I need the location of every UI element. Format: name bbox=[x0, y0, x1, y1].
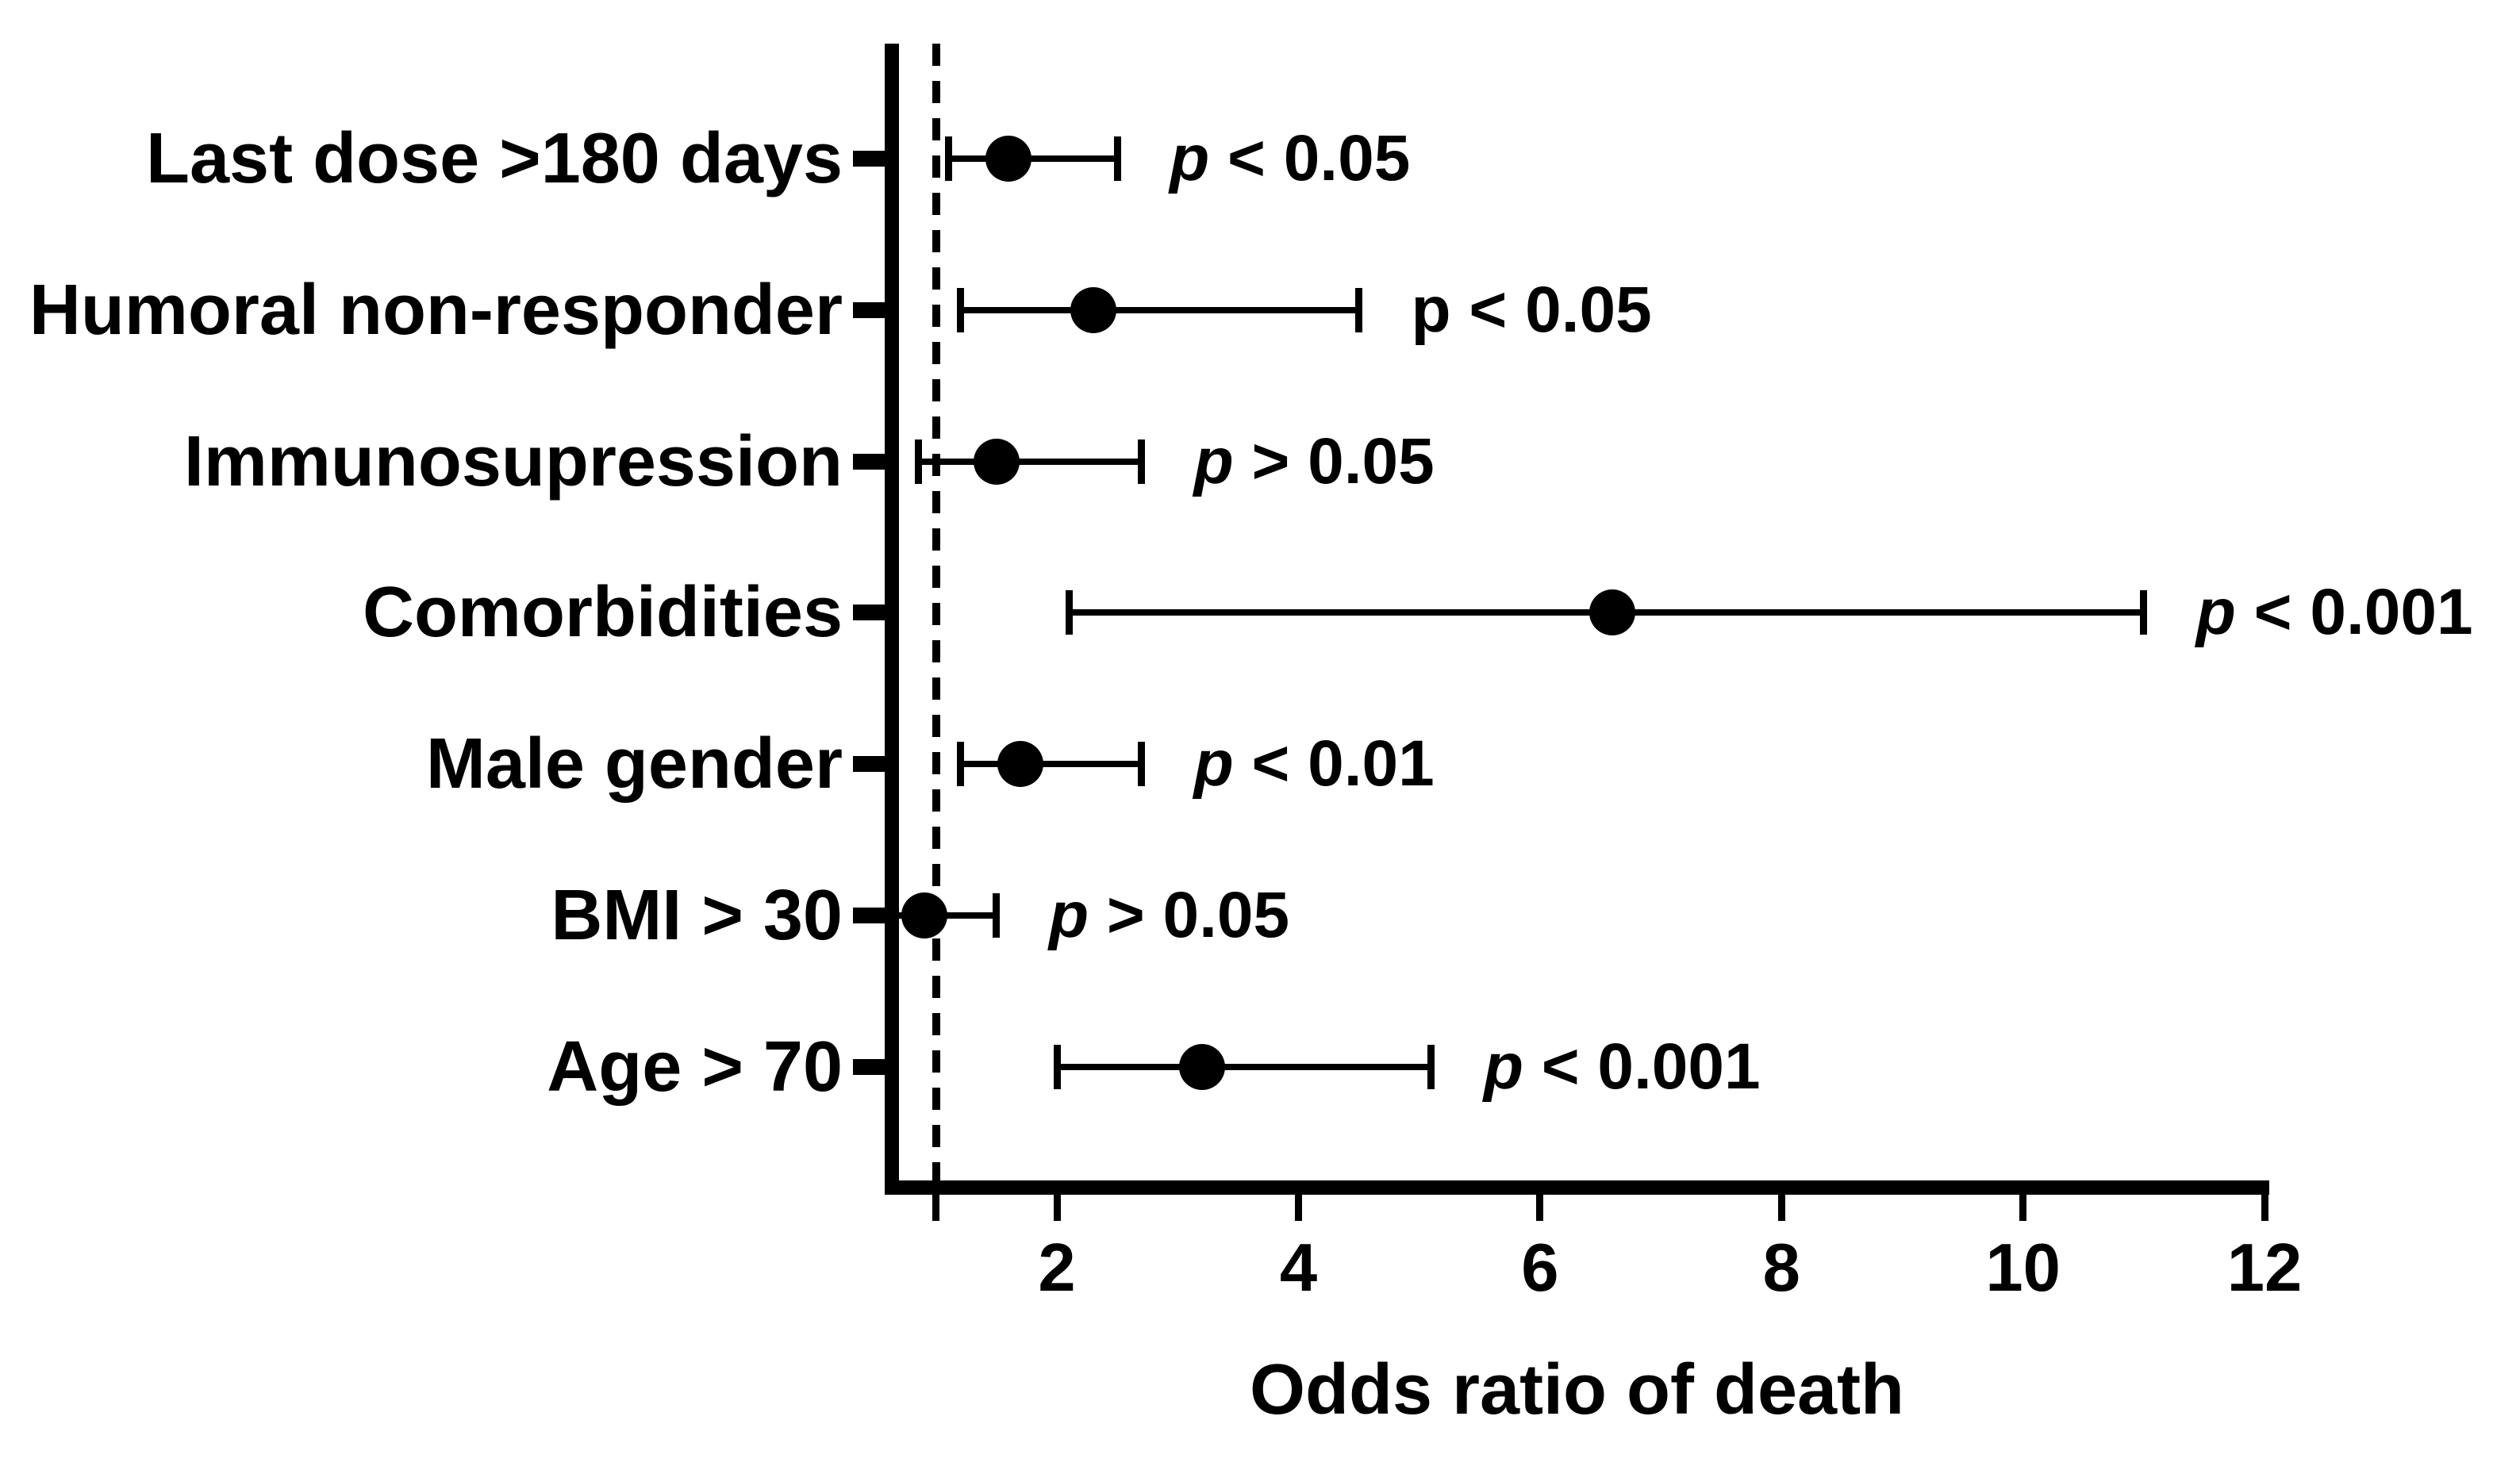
odds-ratio-dot bbox=[1178, 1043, 1225, 1090]
category-label: Male gender bbox=[425, 724, 843, 804]
p-value-label: p < 0.05 bbox=[1411, 273, 1652, 346]
x-tick-label: 6 bbox=[1521, 1230, 1559, 1306]
ci-cap-left bbox=[956, 287, 964, 332]
odds-ratio-dot bbox=[901, 892, 947, 938]
category-label: Last dose >180 days bbox=[146, 119, 843, 198]
ci-cap-left bbox=[944, 136, 952, 181]
x-axis-title: Odds ratio of death bbox=[1249, 1350, 1905, 1430]
ci-cap-right bbox=[993, 893, 1001, 938]
category-tick bbox=[853, 1058, 885, 1075]
ci-cap-left bbox=[914, 439, 922, 484]
p-value-italic-p: p bbox=[1193, 424, 1234, 497]
ci-cap-left bbox=[956, 742, 964, 787]
category-tick bbox=[853, 301, 885, 318]
ci-cap-right bbox=[1427, 1044, 1435, 1089]
odds-ratio-dot bbox=[997, 741, 1044, 788]
ci-cap-left bbox=[1065, 590, 1073, 635]
category-label: Age > 70 bbox=[547, 1027, 843, 1107]
p-value-italic-p: p bbox=[1048, 879, 1089, 951]
category-label: BMI > 30 bbox=[551, 876, 843, 955]
x-tick bbox=[1053, 1195, 1061, 1221]
p-value-label: p < 0.001 bbox=[2195, 576, 2473, 649]
x-tick bbox=[1536, 1195, 1544, 1221]
x-tick bbox=[1777, 1195, 1785, 1221]
x-tick-label: 10 bbox=[1985, 1230, 2061, 1306]
ci-cap-right bbox=[1355, 287, 1363, 332]
ci-cap-right bbox=[1113, 136, 1121, 181]
p-value-label: p > 0.05 bbox=[1193, 424, 1435, 497]
p-value-label: p < 0.01 bbox=[1193, 727, 1435, 800]
x-axis-line bbox=[885, 1180, 2269, 1195]
ci-error-bar bbox=[960, 306, 1359, 313]
category-label: Comorbidities bbox=[362, 573, 843, 653]
ci-error-bar bbox=[948, 155, 1118, 162]
category-label: Immunosupression bbox=[183, 421, 843, 501]
p-value-italic-p: p bbox=[1170, 122, 1210, 194]
p-value-italic-p: p bbox=[1193, 727, 1234, 800]
p-value-label: p < 0.001 bbox=[1483, 1030, 1761, 1103]
x-tick-label: 8 bbox=[1762, 1230, 1800, 1306]
x-tick-label: 2 bbox=[1038, 1230, 1076, 1306]
ci-error-bar bbox=[918, 458, 1142, 465]
x-tick-unlabeled bbox=[932, 1195, 940, 1221]
x-tick-label: 4 bbox=[1279, 1230, 1318, 1306]
odds-ratio-dot bbox=[1589, 589, 1636, 636]
p-value-italic-p: p bbox=[2195, 576, 2236, 649]
category-tick bbox=[853, 756, 885, 773]
p-value-italic-p: p bbox=[1483, 1030, 1523, 1103]
x-tick-label: 12 bbox=[2226, 1230, 2303, 1306]
ci-cap-right bbox=[1138, 742, 1146, 787]
ci-cap-right bbox=[1138, 439, 1146, 484]
category-tick bbox=[853, 453, 885, 470]
p-value-label: p < 0.05 bbox=[1170, 122, 1411, 194]
reference-line-or-1 bbox=[932, 44, 940, 1180]
x-tick bbox=[2261, 1195, 2268, 1221]
y-axis-line bbox=[885, 44, 899, 1195]
category-tick bbox=[853, 151, 885, 167]
category-tick bbox=[853, 605, 885, 621]
x-tick bbox=[2019, 1195, 2027, 1221]
ci-error-bar bbox=[1057, 1063, 1431, 1070]
odds-ratio-dot bbox=[985, 136, 1032, 182]
odds-ratio-dot bbox=[973, 438, 1020, 485]
x-tick bbox=[1294, 1195, 1302, 1221]
category-tick bbox=[853, 908, 885, 923]
ci-cap-left bbox=[1053, 1044, 1061, 1089]
ci-cap-right bbox=[2140, 590, 2148, 635]
odds-ratio-dot bbox=[1070, 286, 1116, 333]
category-label: Humoral non-responder bbox=[29, 270, 843, 350]
ci-error-bar bbox=[960, 761, 1142, 768]
p-value-label: p > 0.05 bbox=[1048, 879, 1290, 951]
